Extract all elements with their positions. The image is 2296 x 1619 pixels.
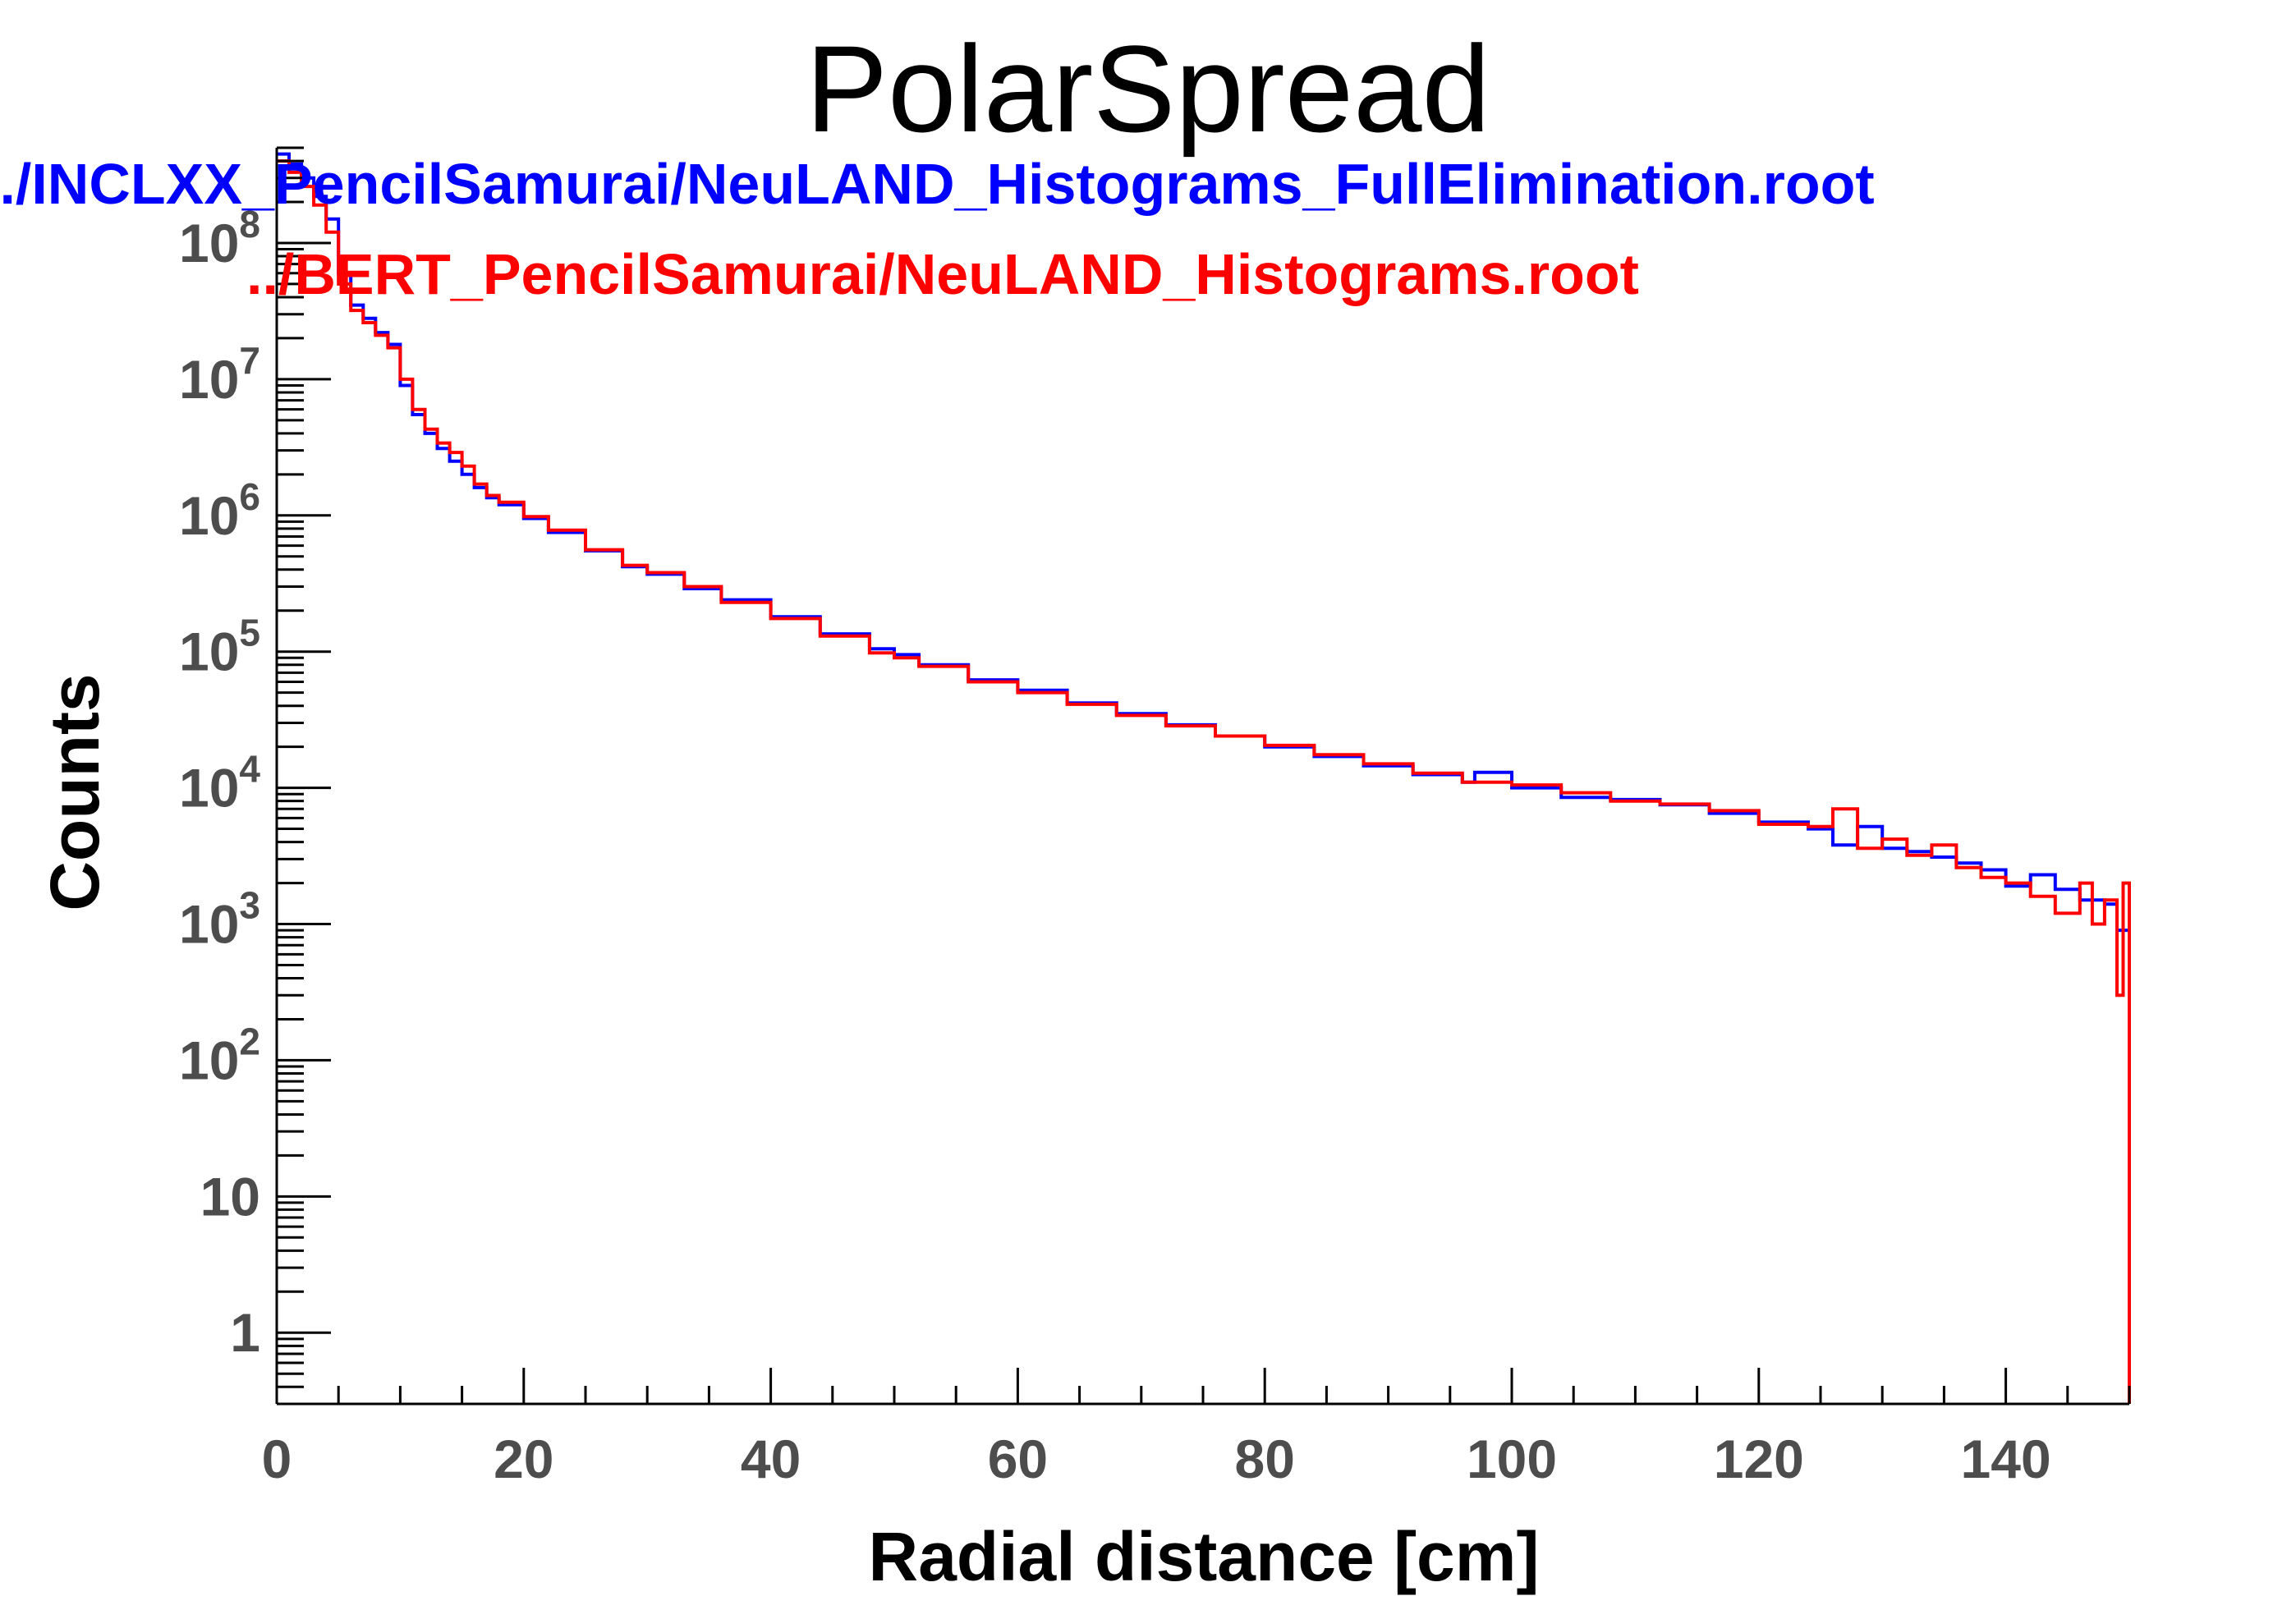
- series-bert-line: [277, 159, 2131, 1404]
- axes-layer: 0 20 40 60 80 100 120 140 1 10 102 103 104 105 106 107…: [179, 146, 2131, 1489]
- x-ticks: 0 20 40 60 80 100 120 140: [262, 1368, 2131, 1489]
- x-tick-label: 40: [741, 1429, 801, 1489]
- y-axis-label: Counts: [36, 673, 113, 910]
- chart-title: PolarSpread: [806, 20, 1490, 158]
- x-tick-label: 140: [1961, 1429, 2051, 1489]
- x-tick-label: 100: [1467, 1429, 1557, 1489]
- x-tick-label: 120: [1714, 1429, 1804, 1489]
- y-tick-label: 104: [179, 748, 260, 819]
- y-ticks: 1 10 102 103 104 105 106 107 108: [179, 146, 331, 1406]
- y-tick-label: 10: [200, 1166, 260, 1227]
- legend-entry-bert: ../BERT_PencilSamurai/NeuLAND_Histograms…: [246, 242, 1639, 306]
- y-tick-label: 106: [179, 475, 260, 546]
- x-axis-label: Radial distance [cm]: [869, 1518, 1540, 1595]
- x-tick-label: 60: [988, 1429, 1048, 1489]
- x-tick-label: 0: [262, 1429, 292, 1489]
- y-tick-label: 102: [179, 1020, 260, 1090]
- y-tick-label: 103: [179, 884, 260, 955]
- x-tick-label: 80: [1234, 1429, 1294, 1489]
- x-tick-label: 20: [494, 1429, 553, 1489]
- y-tick-label: 108: [179, 203, 260, 273]
- y-tick-label: 105: [179, 612, 260, 682]
- legend-entry-inclxx: ../INCLXX_PencilSamurai/NeuLAND_Histogra…: [0, 152, 1875, 216]
- y-tick-label: 1: [230, 1302, 260, 1363]
- series-layer: [277, 152, 2131, 1404]
- y-tick-label: 107: [179, 339, 260, 410]
